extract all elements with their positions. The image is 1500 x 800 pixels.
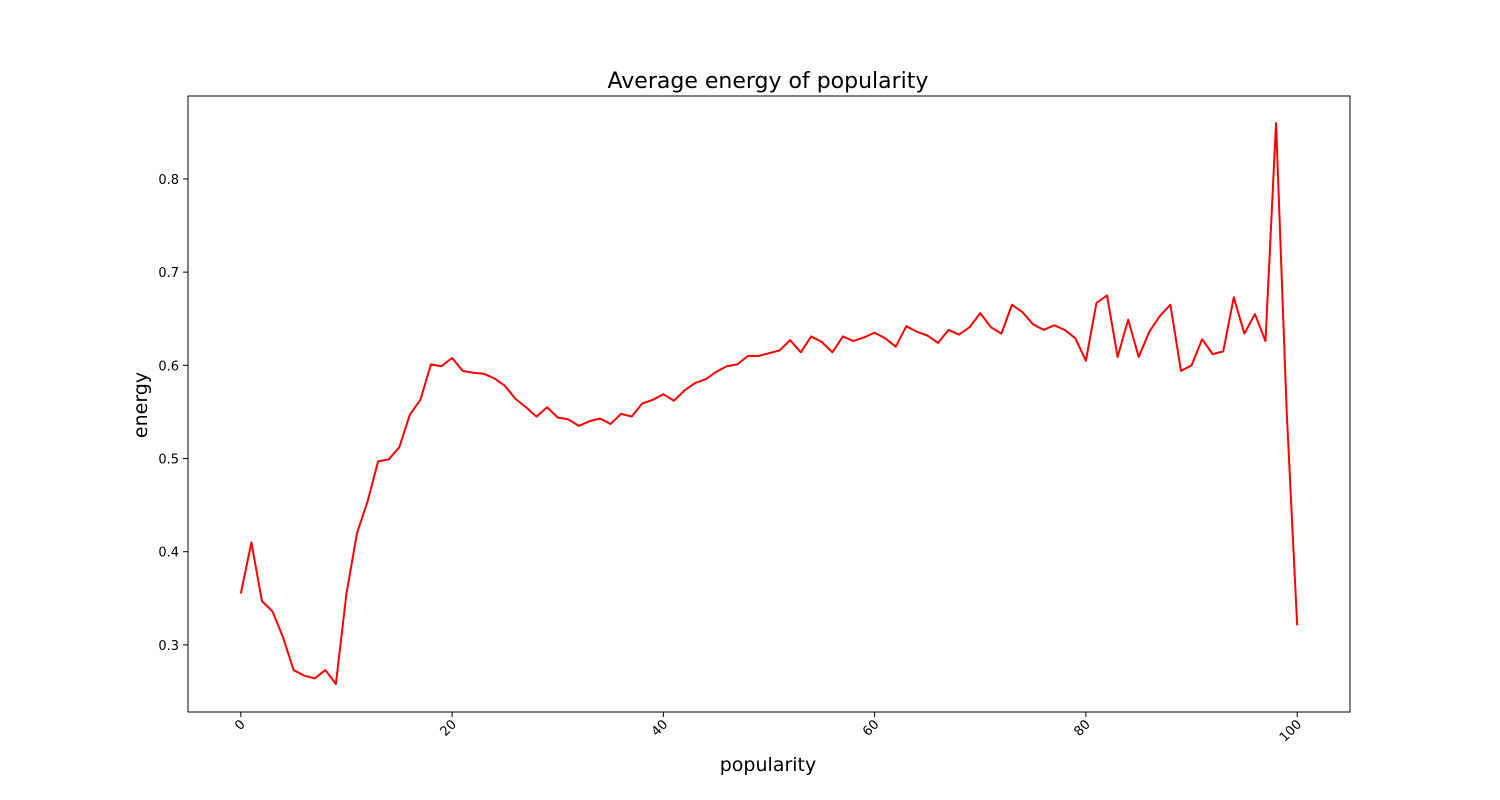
x-tick-label: 100 (1277, 717, 1305, 745)
y-tick-label: 0.5 (158, 453, 179, 468)
x-axis-label: popularity (720, 754, 817, 776)
plot-area-frame (187, 95, 1351, 713)
y-tick-label: 0.6 (158, 359, 179, 374)
x-tick-label: 0 (232, 717, 248, 733)
y-tick-label: 0.4 (158, 546, 179, 561)
y-tick-label: 0.8 (158, 173, 179, 188)
y-tick-label: 0.7 (158, 266, 179, 281)
series-layer (239, 122, 1299, 686)
x-tick-label: 60 (860, 717, 882, 739)
x-axis: 0 20 40 60 80 100 (232, 712, 1305, 745)
x-tick-label: 80 (1071, 717, 1093, 739)
y-axis-label: energy (130, 372, 152, 438)
y-tick-label: 0.3 (158, 639, 179, 654)
series-line (239, 122, 1299, 686)
y-axis: 0.3 0.4 0.5 0.6 0.7 0.8 (158, 173, 188, 654)
chart-title: Average energy of popularity (608, 69, 929, 94)
x-tick-label: 40 (649, 717, 671, 739)
x-tick-label: 20 (438, 717, 460, 739)
